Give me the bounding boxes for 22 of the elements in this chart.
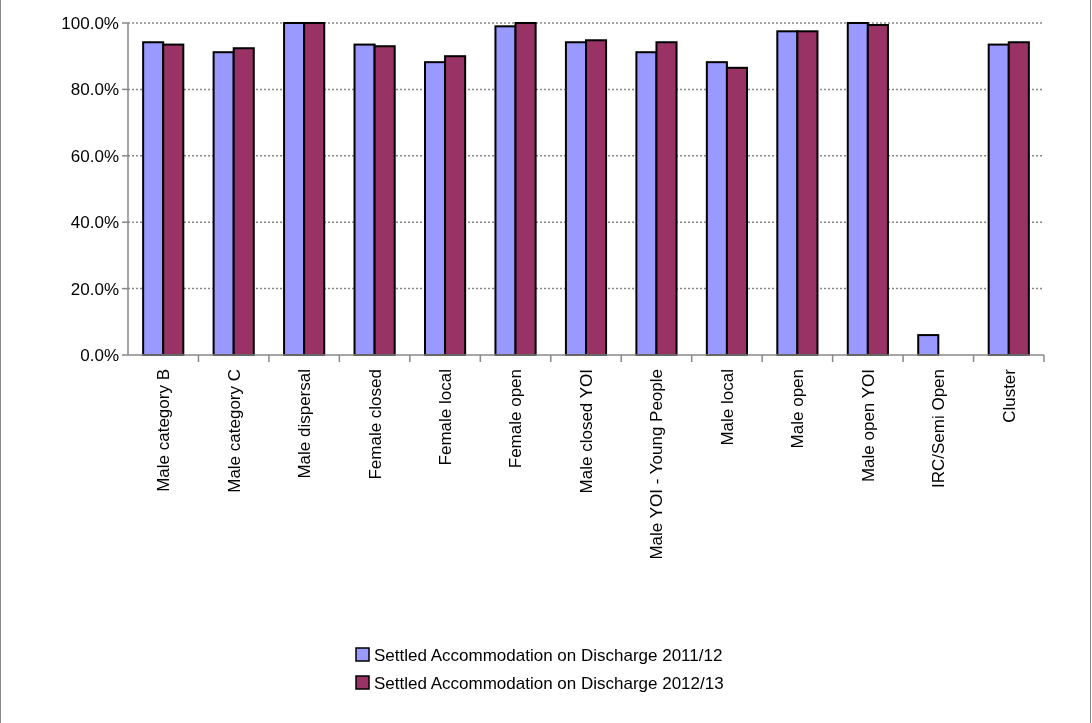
x-tick-label: Male category C xyxy=(224,369,244,493)
x-tick-label: Male open xyxy=(788,369,808,449)
x-tick-label: Male open YOI xyxy=(858,369,878,483)
x-tick-label: IRC/Semi Open xyxy=(929,369,949,489)
legend-label: Settled Accommodation on Discharge 2011/12 xyxy=(374,645,723,665)
y-tick-label: 40.0% xyxy=(70,213,119,233)
y-tick-label: 80.0% xyxy=(70,80,119,100)
x-tick-label: Male YOI - Young People xyxy=(647,369,667,560)
x-tick-label: Male category B xyxy=(154,369,174,492)
x-tick-label: Female local xyxy=(436,369,456,466)
legend-label: Settled Accommodation on Discharge 2012/13 xyxy=(374,673,724,693)
x-tick-label: Male dispersal xyxy=(295,369,315,479)
y-tick-label: 0.0% xyxy=(80,345,119,365)
x-tick-label: Female closed xyxy=(365,369,385,480)
bar xyxy=(917,334,940,356)
y-tick-label: 100.0% xyxy=(61,13,119,33)
x-tick-label: Female open xyxy=(506,369,526,469)
y-tick-label: 20.0% xyxy=(70,279,119,299)
x-tick-label: Male closed YOI xyxy=(576,369,596,494)
y-tick-label: 60.0% xyxy=(70,146,119,166)
x-tick-label: Male local xyxy=(717,369,737,446)
x-tick-label: Cluster xyxy=(999,368,1019,423)
